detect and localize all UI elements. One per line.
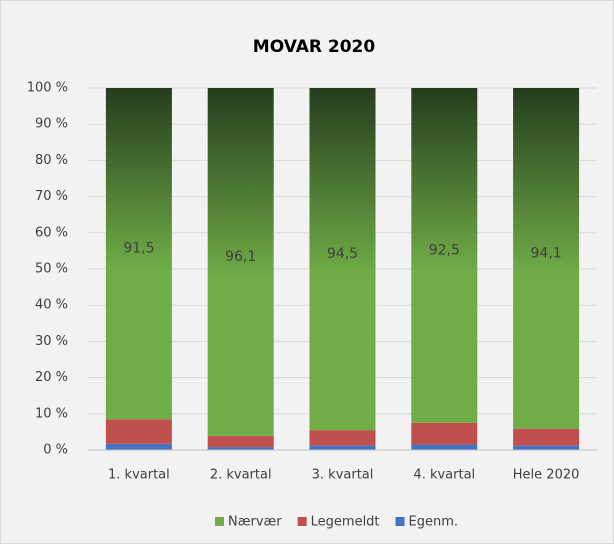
bar-segment — [309, 430, 376, 446]
x-tick-label: 4. kvartal — [413, 468, 475, 483]
bar-segment — [513, 88, 580, 429]
bar-segment — [207, 88, 274, 436]
x-tick-label: Hele 2020 — [513, 468, 580, 483]
y-tick-label: 50 % — [35, 262, 68, 277]
legend-label: Nærvær — [228, 515, 282, 530]
data-label: 96,1 — [225, 249, 256, 265]
chart-title: MOVAR 2020 — [253, 37, 376, 57]
data-label: 91,5 — [123, 241, 154, 257]
bar-segment — [309, 88, 376, 431]
bar-segment — [309, 445, 376, 450]
bar-segment — [207, 435, 274, 448]
y-tick-label: 70 % — [35, 189, 68, 204]
x-tick-label: 2. kvartal — [210, 468, 272, 483]
bar-segment — [105, 443, 172, 450]
bar-segment — [105, 419, 172, 444]
y-tick-label: 60 % — [35, 225, 68, 240]
data-label: 94,5 — [327, 246, 358, 262]
y-tick-label: 30 % — [35, 334, 68, 349]
y-tick-label: 100 % — [27, 81, 68, 96]
bar-segment — [411, 88, 478, 423]
y-tick-label: 20 % — [35, 370, 68, 385]
x-tick-label: 3. kvartal — [312, 468, 374, 483]
legend-swatch — [297, 517, 307, 526]
bar-segment — [513, 445, 580, 450]
bar-segment — [513, 428, 580, 446]
legend-swatch — [215, 517, 224, 526]
y-tick-label: 90 % — [35, 117, 68, 132]
y-tick-label: 40 % — [35, 298, 68, 313]
legend-swatch — [395, 517, 405, 526]
bar-segment — [207, 447, 274, 450]
legend-label: Egenm. — [409, 515, 459, 530]
bar-segment — [411, 422, 478, 445]
data-label: 92,5 — [429, 242, 460, 258]
data-label: 94,1 — [531, 245, 562, 261]
legend-label: Legemeldt — [311, 515, 380, 530]
bar-segment — [105, 88, 172, 420]
y-tick-label: 80 % — [35, 153, 68, 168]
x-tick-label: 1. kvartal — [108, 468, 170, 483]
y-tick-label: 10 % — [35, 406, 68, 421]
y-tick-label: 0 % — [43, 443, 68, 458]
bar-segment — [411, 444, 478, 450]
